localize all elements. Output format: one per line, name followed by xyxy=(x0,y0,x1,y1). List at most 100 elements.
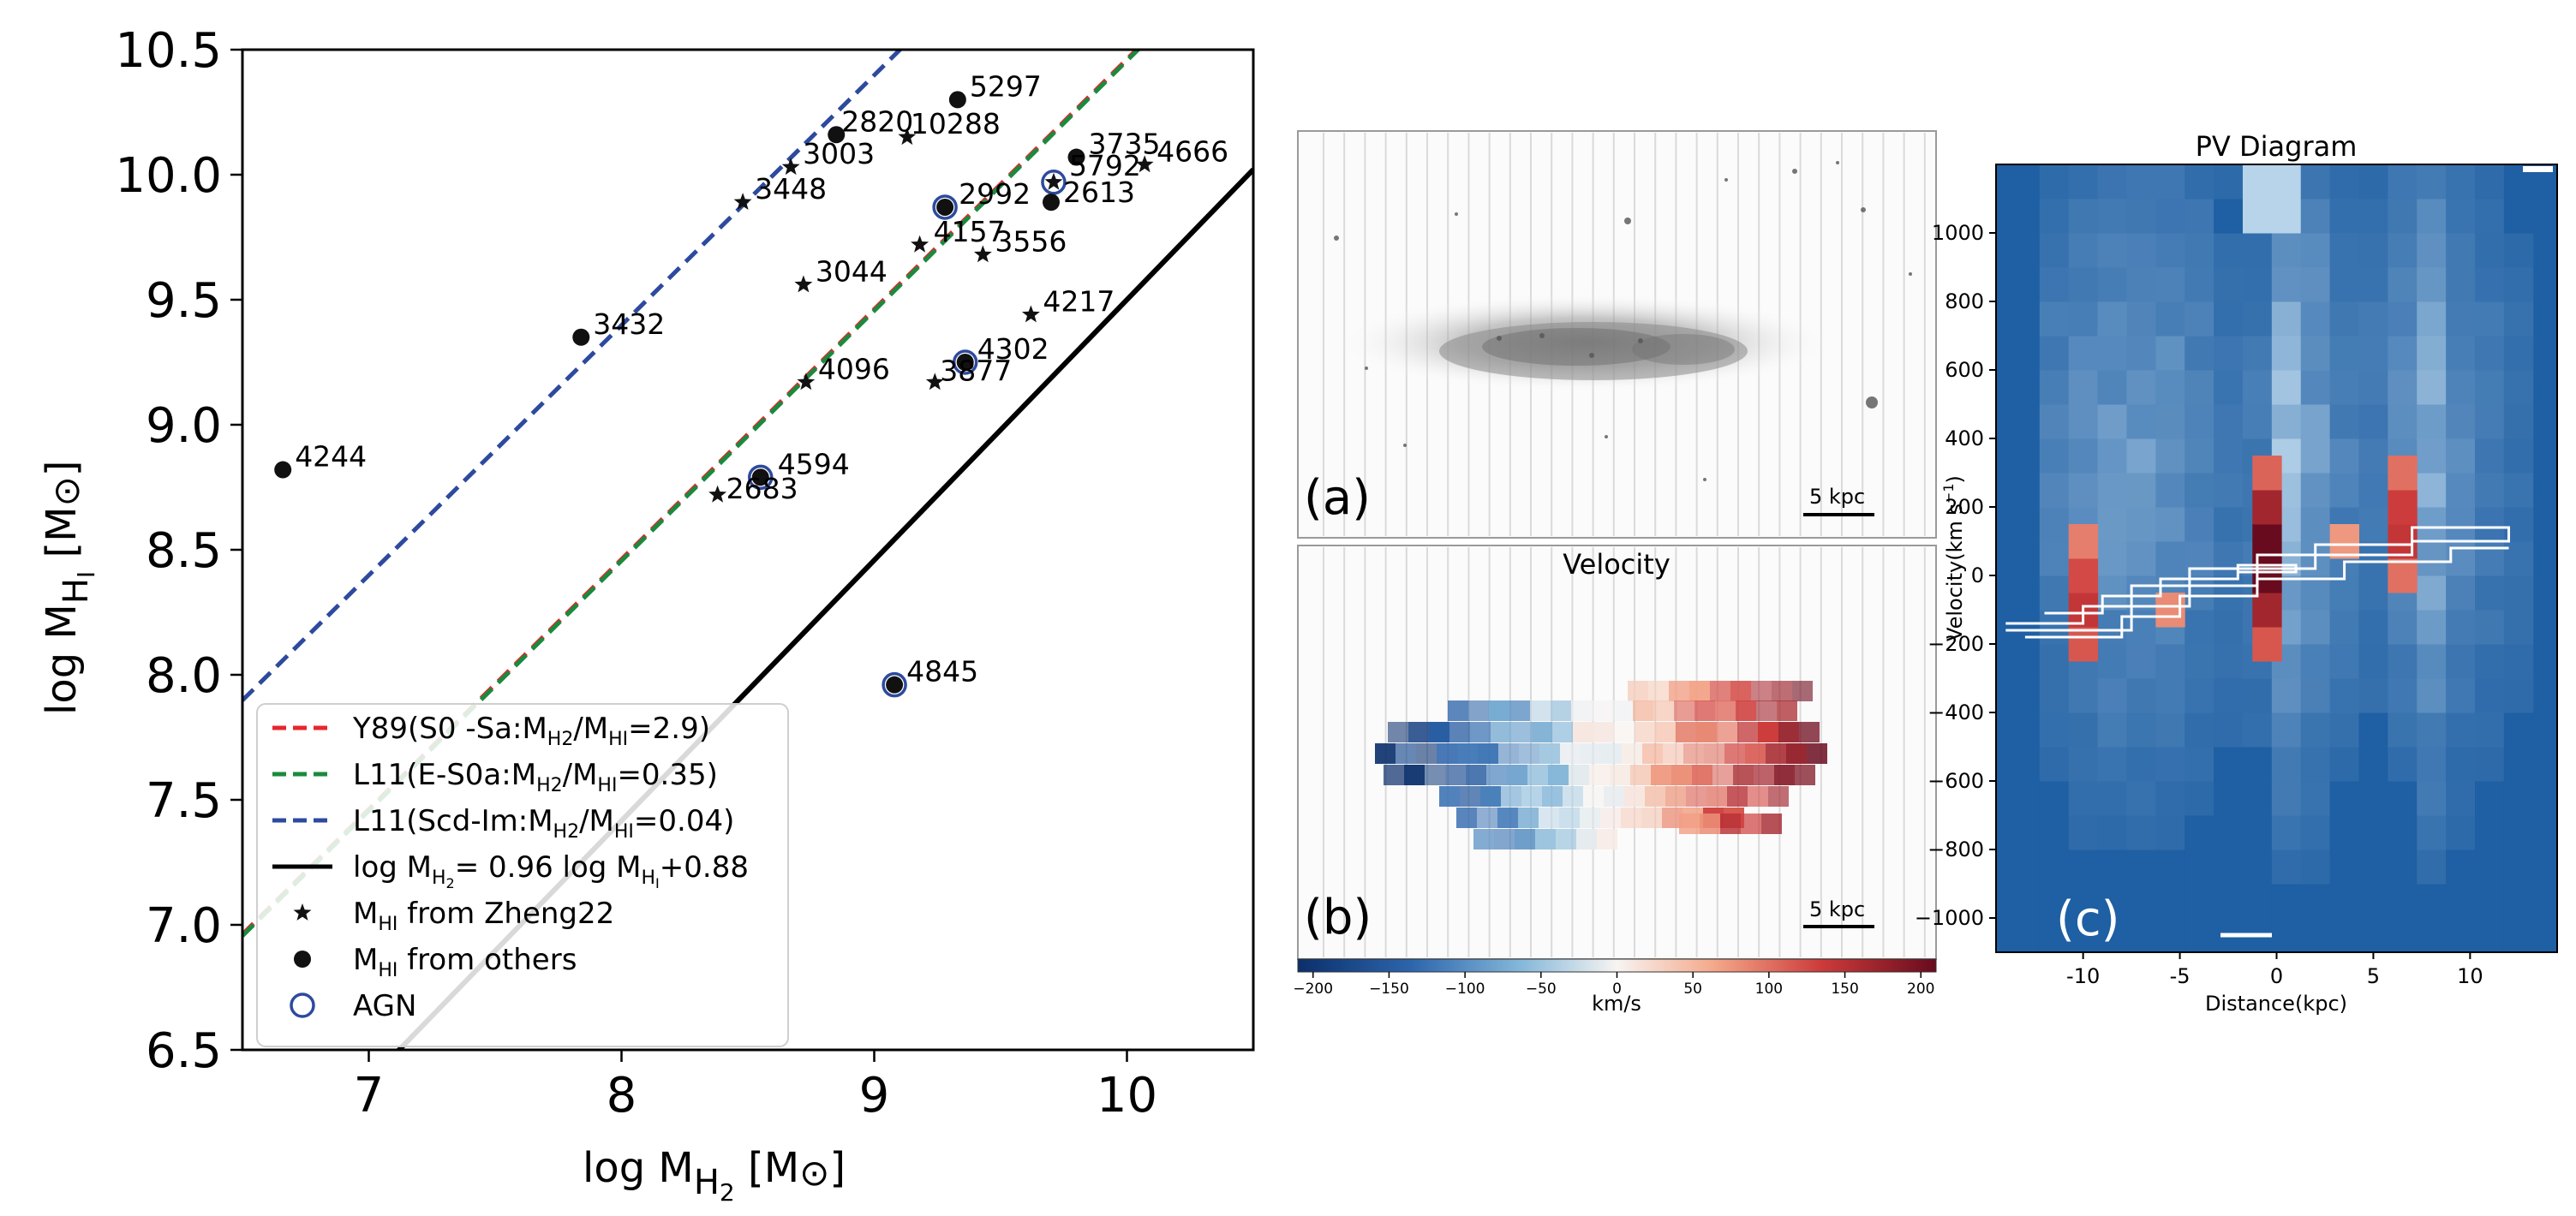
pv-pixel xyxy=(2068,918,2099,952)
pv-pixel xyxy=(2242,370,2273,405)
pv-pixel xyxy=(2388,233,2418,268)
velocity-pixel xyxy=(1737,722,1758,742)
pv-pixel xyxy=(2475,815,2505,850)
panel-b-letter: (b) xyxy=(1304,890,1372,945)
colorbar-label: km/s xyxy=(1592,992,1641,1016)
velocity-pixel xyxy=(1384,765,1404,785)
circle-marker-3432 xyxy=(572,328,590,346)
pv-pixel xyxy=(2300,404,2331,439)
pv-x-tick-label: -10 xyxy=(2066,964,2100,988)
y-tick-label: 10.0 xyxy=(115,148,222,204)
x-tick-label: 8 xyxy=(607,1068,637,1124)
velocity-pixel xyxy=(1515,829,1535,849)
pv-pixel xyxy=(2155,884,2185,919)
y-axis-label: log MHI [M⊙] xyxy=(38,460,100,715)
field-star xyxy=(1365,367,1368,370)
pv-pixel xyxy=(2358,747,2388,782)
pv-pixel xyxy=(2300,610,2331,645)
velocity-pixel xyxy=(1689,681,1710,701)
point-label-2683: 2683 xyxy=(726,472,798,505)
pv-pixel xyxy=(2242,781,2273,816)
pv-pixel xyxy=(2039,267,2070,302)
velocity-pixel xyxy=(1663,743,1683,764)
pv-pixel xyxy=(2329,918,2359,952)
pv-pixel xyxy=(2242,678,2273,713)
pv-pixel xyxy=(2068,438,2099,474)
velocity-pixel xyxy=(1597,829,1617,849)
circle-marker-4244 xyxy=(274,461,292,479)
pv-pixel xyxy=(2039,473,2070,508)
circle-marker-4845 xyxy=(886,676,904,694)
pv-pixel xyxy=(2155,507,2185,542)
colorbar-tick-label: −150 xyxy=(1369,981,1409,998)
pv-pixel xyxy=(2300,815,2331,850)
pv-y-label: Velocity(km s−1) xyxy=(1940,475,1967,641)
pv-pixel xyxy=(2417,541,2447,576)
pv-pixel xyxy=(2039,370,2070,405)
point-label-3432: 3432 xyxy=(593,307,665,341)
point-label-4845: 4845 xyxy=(906,655,978,688)
velocity-pixel xyxy=(1630,765,1651,785)
x-tick-label: 10 xyxy=(1097,1068,1157,1124)
pv-pixel xyxy=(2068,815,2099,850)
pv-pixel xyxy=(2242,164,2273,200)
pv-pixel xyxy=(2039,610,2070,645)
pv-pixel xyxy=(2126,233,2156,268)
pv-pixel xyxy=(2503,747,2534,782)
star-marker-4666 xyxy=(1135,155,1154,173)
pv-pixel xyxy=(2155,747,2185,782)
legend-entry-text: L11(E-S0a:MH2/MHI=0.35) xyxy=(353,758,718,796)
pv-pixel xyxy=(2126,747,2156,782)
point-label-3877: 3877 xyxy=(940,354,1012,387)
left-legend: Y89(S0 -Sa:MH2/MHI=2.9) L11(E-S0a:MH2/MHI… xyxy=(256,703,789,1047)
pv-pixel xyxy=(2388,815,2418,850)
velocity-pixel xyxy=(1624,786,1645,807)
velocity-pixel xyxy=(1478,743,1498,764)
pv-pixel xyxy=(2242,404,2273,439)
pv-pixel xyxy=(2417,267,2447,302)
pv-pixel xyxy=(2185,644,2214,679)
agn-ring-4302 xyxy=(952,349,978,375)
pv-pixel xyxy=(2155,781,2185,816)
pv-pixel xyxy=(2126,678,2156,713)
pv-pixel xyxy=(2039,404,2070,439)
pv-pixel xyxy=(2039,199,2070,234)
field-star xyxy=(1539,333,1545,338)
pv-pixel xyxy=(2329,438,2359,474)
pv-pixel xyxy=(2185,370,2214,405)
pv-pixel xyxy=(2300,712,2331,748)
pv-pixel xyxy=(2475,507,2505,542)
point-label-4217: 4217 xyxy=(1043,285,1115,319)
colorbar-tick-label: 150 xyxy=(1831,981,1858,998)
pv-pixel xyxy=(2446,575,2476,611)
pv-pixel xyxy=(2242,849,2273,885)
legend-entry-text: log MH2= 0.96 log MHI+0.88 xyxy=(353,850,749,891)
pv-pixel xyxy=(2503,575,2534,611)
pv-pixel xyxy=(2446,507,2476,542)
pv-pixel xyxy=(2185,199,2214,234)
pv-pixel xyxy=(2475,884,2505,919)
pv-pixel xyxy=(2242,884,2273,919)
pv-pixel xyxy=(2446,610,2476,645)
point-label-3003: 3003 xyxy=(803,137,875,170)
pv-pixel xyxy=(2185,884,2214,919)
velocity-pixel xyxy=(1778,722,1799,742)
x-tick-label: 9 xyxy=(859,1068,890,1124)
pv-pixel xyxy=(2329,849,2359,885)
agn-ring-5792 xyxy=(1041,170,1067,195)
velocity-pixel xyxy=(1580,808,1600,828)
field-star xyxy=(1638,338,1643,343)
pv-pixel xyxy=(2039,541,2070,576)
pv-pixel xyxy=(2358,301,2388,337)
pv-pixel xyxy=(2300,438,2331,474)
pv-pixel xyxy=(2417,336,2447,371)
pv-pixel xyxy=(2446,678,2476,713)
agn-ring-4594 xyxy=(748,464,774,491)
circle-marker-4302 xyxy=(956,354,974,371)
pv-pixel xyxy=(2214,404,2244,439)
velocity-pixel xyxy=(1375,743,1396,764)
pv-pixel xyxy=(2214,370,2244,405)
pv-pixel xyxy=(2475,438,2505,474)
pv-pixel xyxy=(2388,199,2418,234)
pv-pixel xyxy=(2271,678,2302,713)
